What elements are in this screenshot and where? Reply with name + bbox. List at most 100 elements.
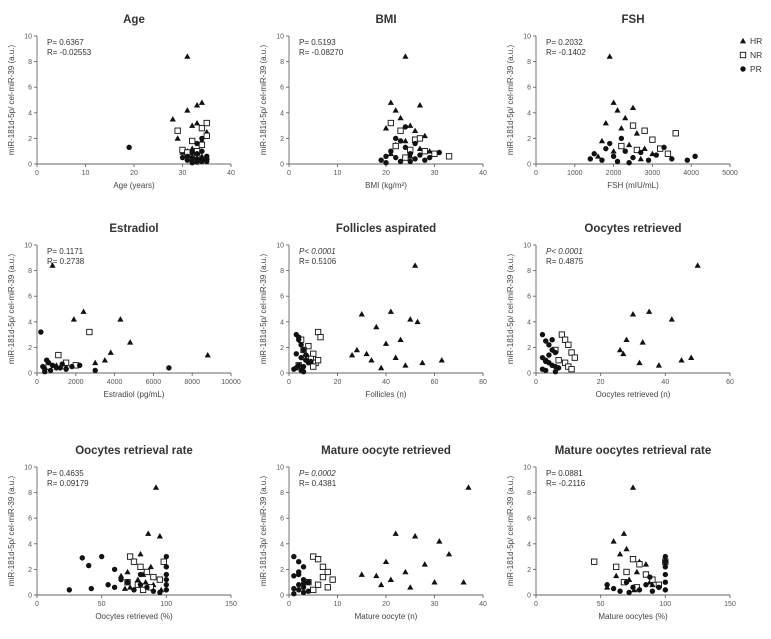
data-point-pr [204,156,210,162]
data-point-hr [629,104,637,111]
data-point-hr [633,568,640,575]
y-tick-label: 0 [28,371,32,378]
data-point-hr [92,359,99,366]
r-value-text: R= -0.2116 [546,479,586,488]
x-tick-label: 8000 [184,379,200,386]
y-axis-label: miR-181d-5p/ cel-miR-39 (a.u.) [259,254,268,365]
chart-title: Mature oocytes retrieval rate [555,445,712,457]
data-point-nr [672,130,679,137]
data-point-hr [445,550,453,557]
x-tick-label: 0 [287,601,291,608]
data-point-pr [194,151,200,157]
x-tick-label: 3000 [645,170,661,177]
data-point-hr [348,351,356,358]
data-point-hr [623,545,630,552]
data-point-nr [86,328,93,336]
data-point-hr [694,262,701,268]
data-point-pr [296,582,302,588]
x-tick-label: 100 [659,601,671,608]
data-point-hr [193,119,201,126]
data-point-pr [546,342,552,348]
data-point-pr [308,358,314,365]
r-value-text: R= -0.1402 [546,48,586,57]
data-point-pr [383,160,389,166]
data-point-pr [662,564,669,570]
data-point-hr [363,350,370,357]
data-point-hr [137,550,144,557]
y-tick-label: 0 [28,593,32,600]
y-tick-label: 4 [28,110,32,117]
data-point-nr [203,119,210,127]
x-tick-label: 40 [382,379,390,386]
y-tick-label: 6 [28,85,32,92]
x-tick-label: 10 [334,601,342,608]
data-point-hr [412,533,419,539]
data-point-hr [373,323,380,330]
series-nr [305,553,336,594]
p-value-text: P= 0.1171 [47,247,84,256]
y-tick-label: 10 [276,243,284,250]
data-point-hr [368,357,375,363]
x-tick-label: 0 [35,170,39,177]
data-point-hr [416,145,424,151]
data-point-nr [571,354,578,361]
data-point-nr [305,342,312,350]
r-value-text: R= 0.4875 [546,257,584,266]
y-tick-label: 6 [280,516,284,523]
series-nr [618,122,679,157]
chart-title: Estradiol [109,223,158,235]
data-point-nr [310,363,317,370]
y-tick-label: 10 [24,465,32,472]
data-point-nr [664,150,672,157]
data-point-hr [610,148,617,154]
chart-title: Oocytes retrieval rate [75,445,193,457]
r-value-text: R= 0.09179 [47,479,89,488]
data-point-hr [618,125,625,131]
series-hr [117,484,165,593]
chart-panel: BMI 0 2 4 6 8 10 0 10 20 30 40 BMI (kg/m²) miR-181d-5… [259,14,487,190]
data-point-pr [163,564,170,570]
p-value-text: P= 0.4635 [47,469,84,478]
data-point-hr [426,148,433,154]
data-point-nr [319,573,327,581]
data-point-hr [629,484,637,490]
data-point-hr [412,127,419,134]
data-point-hr [373,572,380,579]
legend-marker-nr [739,51,747,59]
data-point-hr [117,316,124,322]
data-point-hr [387,99,394,105]
data-point-pr [604,582,610,588]
data-point-pr [662,579,669,585]
data-point-pr [118,576,124,583]
data-point-hr [641,145,648,151]
series-pr [291,331,314,375]
data-point-pr [59,361,65,367]
data-point-pr [618,135,625,142]
y-tick-label: 4 [280,541,284,548]
data-point-hr [392,354,399,360]
chart-panel: Mature oocyte retrieved 0 2 4 6 8 10 0 10 20 30 40 M… [259,445,487,621]
x-tick-label: 60 [726,379,734,386]
data-point-pr [131,587,137,593]
data-point-nr [641,127,648,134]
data-point-pr [546,352,552,358]
data-point-nr [416,135,424,142]
series-pr [587,135,698,166]
data-point-hr [358,311,365,317]
p-value-text: P= 0.2032 [546,38,583,47]
y-tick-label: 10 [24,34,32,41]
data-point-hr [414,318,421,325]
data-point-nr [189,137,196,145]
data-point-hr [642,561,650,567]
data-point-hr [678,357,685,363]
legend-label-nr: NR [750,50,762,60]
series-hr [49,262,211,369]
chart-title: FSH [622,14,645,26]
data-point-nr [561,359,569,366]
data-point-hr [655,362,662,368]
x-tick-label: 0 [534,379,538,386]
y-tick-label: 2 [527,567,531,574]
data-point-pr [552,349,559,356]
data-point-nr [402,154,409,161]
